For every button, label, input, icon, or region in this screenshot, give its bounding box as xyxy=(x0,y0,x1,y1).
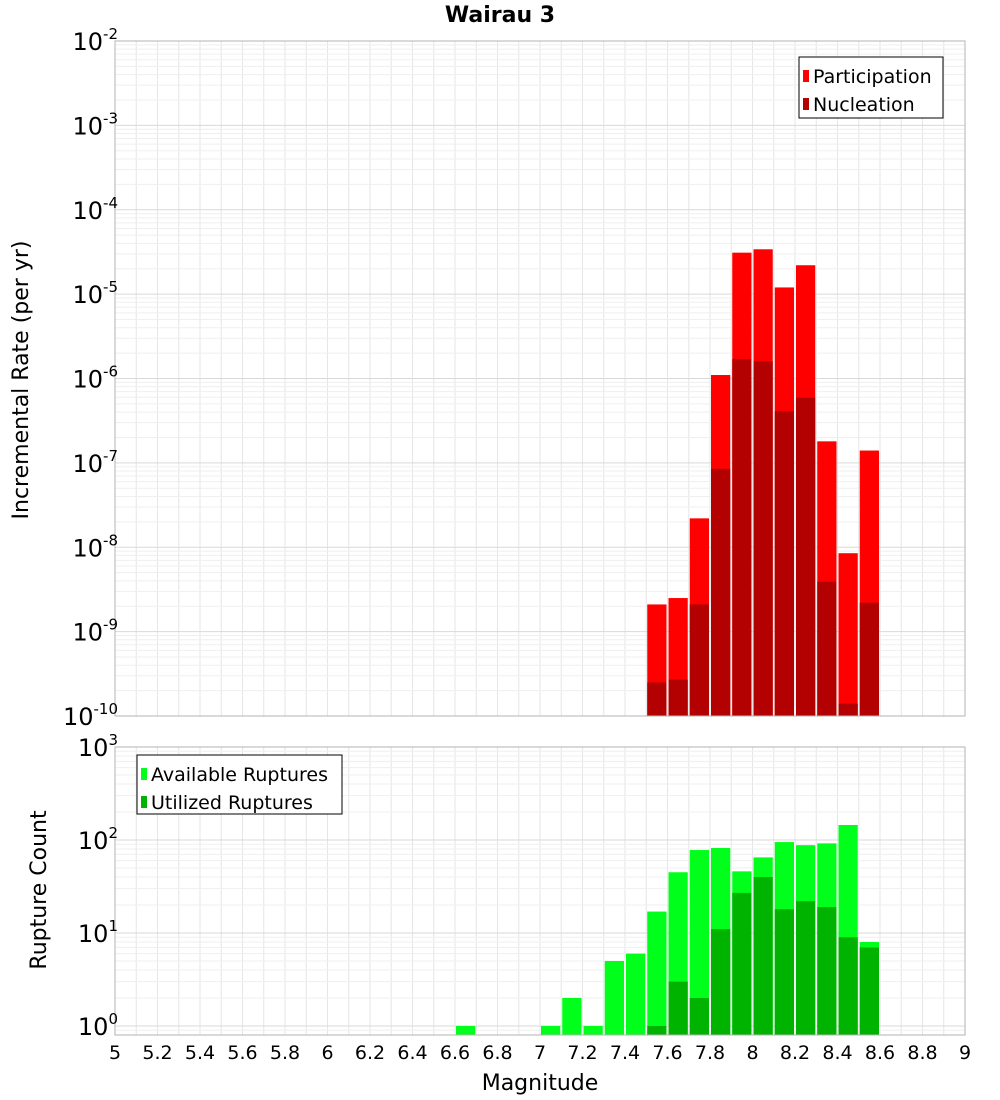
x-tick-label: 7 xyxy=(534,1042,546,1064)
nucleation-bar xyxy=(711,468,731,716)
x-tick-label: 6.6 xyxy=(440,1042,470,1064)
legend-swatch xyxy=(141,768,147,780)
x-tick-label: 7.2 xyxy=(567,1042,597,1064)
y-tick-label: 10-5 xyxy=(72,278,118,309)
x-tick-label: 5.8 xyxy=(270,1042,300,1064)
legend-swatch xyxy=(803,70,809,82)
y-tick-label: 10-2 xyxy=(72,25,118,56)
x-tick-label: 7.8 xyxy=(695,1042,725,1064)
x-tick-label: 8.8 xyxy=(907,1042,937,1064)
utilized-ruptures-bar xyxy=(796,901,816,1035)
x-tick-label: 8 xyxy=(746,1042,758,1064)
available-ruptures-bar xyxy=(541,1025,561,1035)
legend-box xyxy=(798,56,944,119)
x-tick-label: 5.2 xyxy=(142,1042,172,1064)
utilized-ruptures-bar xyxy=(817,907,837,1035)
available-ruptures-bar xyxy=(583,1025,603,1035)
x-tick-label: 6.2 xyxy=(355,1042,385,1064)
chart-title: Wairau 3 xyxy=(445,3,555,28)
legend-label: Available Ruptures xyxy=(151,764,328,786)
nucleation-bar xyxy=(838,703,858,716)
utilized-ruptures-bar xyxy=(753,877,773,1035)
y-tick-label: 100 xyxy=(78,1010,118,1041)
legend-label: Utilized Ruptures xyxy=(151,792,313,814)
available-ruptures-bar xyxy=(604,960,624,1035)
legend-box xyxy=(136,754,343,815)
y-tick-label: 101 xyxy=(78,917,118,948)
x-tick-label: 9 xyxy=(959,1042,971,1064)
available-ruptures-bar xyxy=(626,953,646,1035)
nucleation-bar xyxy=(647,682,667,716)
nucleation-bar xyxy=(817,581,837,716)
top-y-axis-label: Incremental Rate (per yr) xyxy=(9,241,34,520)
x-axis-label: Magnitude xyxy=(482,1071,599,1096)
x-tick-label: 5 xyxy=(109,1042,121,1064)
nucleation-bar xyxy=(732,359,752,716)
plot-frame xyxy=(114,746,966,1036)
utilized-ruptures-bar xyxy=(647,1025,667,1035)
x-tick-label: 8.6 xyxy=(865,1042,895,1064)
utilized-ruptures-bar xyxy=(838,937,858,1035)
plot-frame xyxy=(114,40,966,717)
utilized-ruptures-bar xyxy=(859,947,879,1035)
y-tick-label: 103 xyxy=(78,731,118,762)
utilized-ruptures-bar xyxy=(732,892,752,1035)
x-tick-label: 6.8 xyxy=(482,1042,512,1064)
available-ruptures-bar xyxy=(647,911,667,1035)
utilized-ruptures-bar xyxy=(711,929,731,1035)
x-tick-label: 5.4 xyxy=(185,1042,215,1064)
y-tick-label: 10-10 xyxy=(63,700,118,731)
legend-label: Participation xyxy=(813,66,932,88)
nucleation-bar xyxy=(753,361,773,716)
y-tick-label: 10-7 xyxy=(72,447,118,478)
x-tick-label: 6 xyxy=(321,1042,333,1064)
legend-swatch xyxy=(803,98,809,110)
x-tick-label: 7.6 xyxy=(652,1042,682,1064)
bottom-y-axis-label: Rupture Count xyxy=(27,810,52,970)
x-tick-label: 7.4 xyxy=(610,1042,640,1064)
utilized-ruptures-bar xyxy=(668,981,688,1035)
count-panel: 100 101 102 103 Available Ruptures Utilized R… xyxy=(78,731,971,1064)
nucleation-bar xyxy=(859,602,879,716)
utilized-ruptures-bar xyxy=(774,909,794,1035)
nucleation-bar xyxy=(689,604,709,716)
available-ruptures-bar xyxy=(562,997,582,1035)
participation-bar xyxy=(838,553,858,716)
x-tick-label: 5.6 xyxy=(227,1042,257,1064)
y-tick-label: 102 xyxy=(78,824,118,855)
count-legend: Available Ruptures Utilized Ruptures xyxy=(136,754,343,815)
x-tick-label: 8.4 xyxy=(822,1042,852,1064)
nucleation-bar xyxy=(668,679,688,716)
available-ruptures-bar xyxy=(689,850,709,1035)
rate-panel: 10-10 10-9 10-8 10-7 10-6 10-5 10-4 10-3 10-2 Par… xyxy=(63,25,966,731)
x-tick-label: 8.2 xyxy=(780,1042,810,1064)
y-tick-label: 10-9 xyxy=(72,616,118,647)
y-tick-label: 10-4 xyxy=(72,194,118,225)
legend-label: Nucleation xyxy=(813,94,915,116)
rate-legend: Participation Nucleation xyxy=(798,56,944,119)
available-ruptures-bar xyxy=(456,1025,476,1035)
y-tick-label: 10-6 xyxy=(72,363,118,394)
y-tick-label: 10-3 xyxy=(72,109,118,140)
nucleation-bar xyxy=(796,397,816,716)
legend-swatch xyxy=(141,796,147,808)
nucleation-bar xyxy=(774,411,794,716)
utilized-ruptures-bar xyxy=(689,997,709,1035)
x-tick-label: 6.4 xyxy=(397,1042,427,1064)
y-tick-label: 10-8 xyxy=(72,531,118,562)
